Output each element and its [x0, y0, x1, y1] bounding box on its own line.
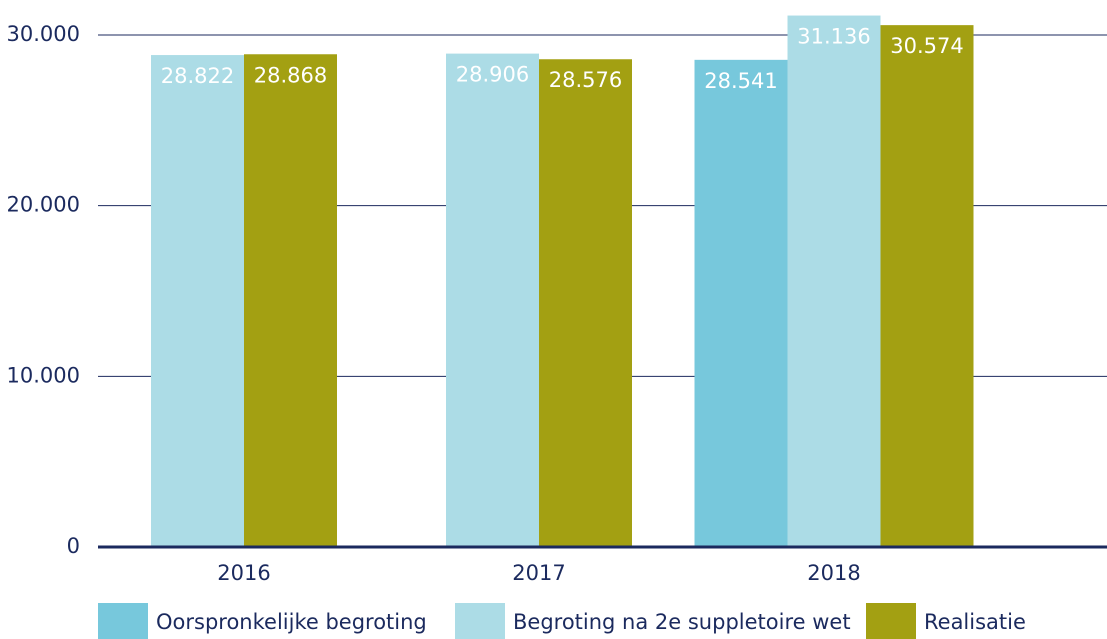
y-tick-label: 20.000 — [7, 193, 80, 217]
x-tick-label: 2016 — [217, 561, 270, 585]
value-label: 28.822 — [161, 64, 234, 88]
legend-swatch — [455, 603, 505, 639]
bar — [694, 59, 788, 547]
bar — [244, 54, 337, 547]
y-tick-label: 0 — [67, 534, 80, 558]
y-tick-label: 10.000 — [7, 363, 80, 387]
bar — [880, 25, 974, 548]
legend-swatch — [98, 603, 148, 639]
legend-swatch — [866, 603, 916, 639]
legend-label: Begroting na 2e suppletoire wet — [513, 610, 851, 634]
value-label: 28.906 — [456, 63, 529, 87]
y-tick-label: 30.000 — [7, 22, 80, 46]
bar — [539, 59, 632, 547]
value-label: 28.576 — [549, 68, 622, 92]
value-label: 30.574 — [890, 34, 963, 58]
x-tick-label: 2017 — [512, 561, 565, 585]
bar — [787, 15, 881, 547]
legend-label: Realisatie — [924, 610, 1026, 634]
bar — [446, 53, 539, 547]
bar — [151, 55, 244, 547]
x-tick-label: 2018 — [807, 561, 860, 585]
value-label: 28.541 — [704, 69, 777, 93]
legend-label: Oorspronkelijke begroting — [156, 610, 427, 634]
value-label: 28.868 — [254, 63, 327, 87]
value-label: 31.136 — [797, 25, 870, 49]
